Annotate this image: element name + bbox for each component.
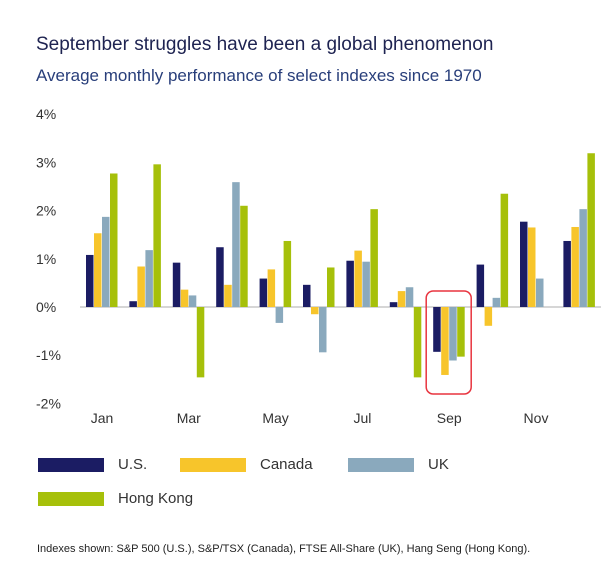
x-tick-label: Sep (437, 410, 462, 426)
bar-hong-kong-jul (370, 209, 378, 307)
bar-uk-sep (449, 307, 457, 361)
bar-u-s-oct (476, 264, 485, 307)
x-tick-label: May (262, 410, 288, 426)
bar-u-s-mar (172, 262, 181, 307)
legend-label: Hong Kong (118, 490, 194, 507)
bar-uk-jan (102, 216, 110, 307)
highlight-box (425, 290, 472, 395)
bar-u-s-may (259, 278, 268, 307)
bar-hong-kong-jun (327, 267, 335, 307)
y-tick-label: 2% (36, 203, 56, 219)
legend-swatch (348, 457, 414, 472)
bar-hong-kong-aug (413, 307, 422, 378)
bar-hong-kong-jan (110, 173, 118, 307)
bar-u-s-jan (86, 254, 94, 307)
legend-label: U.S. (118, 456, 148, 473)
bar-uk-mar (188, 295, 197, 307)
legend-label: Canada (260, 456, 313, 473)
bar-canada-jan (94, 233, 102, 307)
bar-uk-apr (232, 182, 240, 307)
bar-u-s-aug (389, 302, 398, 307)
legend-swatch (180, 457, 246, 472)
bar-canada-mar (180, 289, 189, 307)
bar-uk-nov (536, 278, 544, 307)
bar-canada-aug (397, 291, 406, 307)
x-tick-label: Jul (353, 410, 371, 426)
y-tick-label: 0% (36, 299, 56, 315)
bar-u-s-jul (346, 260, 354, 307)
bar-canada-feb (137, 266, 145, 307)
bar-uk-feb (145, 250, 153, 307)
bar-u-s-jun (303, 284, 311, 307)
bar-canada-apr (224, 284, 232, 307)
bar-canada-oct (484, 307, 493, 326)
bar-uk-jul (362, 261, 370, 307)
x-tick-label: Nov (524, 410, 549, 426)
bar-hong-kong-apr (240, 205, 248, 307)
y-tick-label: 4% (36, 106, 56, 122)
bar-hong-kong-may (283, 240, 292, 307)
bar-uk-may (275, 307, 284, 323)
bar-uk-oct (492, 297, 501, 307)
bar-hong-kong-mar (196, 307, 205, 378)
y-tick-label: -1% (36, 347, 61, 363)
legend-label: UK (428, 456, 449, 473)
legend-item-hong-kong: Hong Kong (38, 490, 193, 507)
y-tick-label: -2% (36, 395, 61, 411)
bar-canada-nov (528, 227, 536, 307)
x-tick-label: Jan (91, 410, 114, 426)
bar-u-s-sep (433, 307, 441, 352)
bar-canada-jul (354, 250, 362, 307)
x-tick-label: Mar (177, 410, 201, 426)
bar-uk-dec (579, 209, 587, 307)
legend-item-canada: Canada (180, 456, 313, 473)
y-tick-label: 1% (36, 251, 56, 267)
bar-hong-kong-dec (587, 153, 595, 307)
chart-subtitle: Average monthly performance of select in… (36, 66, 482, 85)
bar-canada-dec (571, 226, 579, 307)
legend-item-uk: UK (348, 456, 449, 473)
bar-u-s-apr (216, 247, 224, 307)
bar-hong-kong-oct (500, 193, 509, 307)
footnote: Indexes shown: S&P 500 (U.S.), S&P/TSX (… (37, 543, 531, 555)
legend-swatch (38, 457, 104, 472)
bar-u-s-nov (520, 221, 528, 307)
bar-uk-jun (319, 307, 327, 353)
bar-hong-kong-feb (153, 164, 161, 307)
legend-swatch (38, 491, 104, 506)
bar-u-s-feb (129, 301, 137, 307)
bar-hong-kong-sep (457, 307, 465, 357)
bar-canada-sep (441, 307, 449, 375)
bar-u-s-dec (563, 240, 571, 307)
legend-item-us: U.S. (38, 456, 147, 473)
bar-canada-may (267, 269, 276, 307)
bar-uk-aug (405, 287, 414, 307)
chart-title: September struggles have been a global p… (36, 34, 494, 55)
bar-canada-jun (311, 307, 319, 315)
y-tick-label: 3% (36, 154, 56, 170)
